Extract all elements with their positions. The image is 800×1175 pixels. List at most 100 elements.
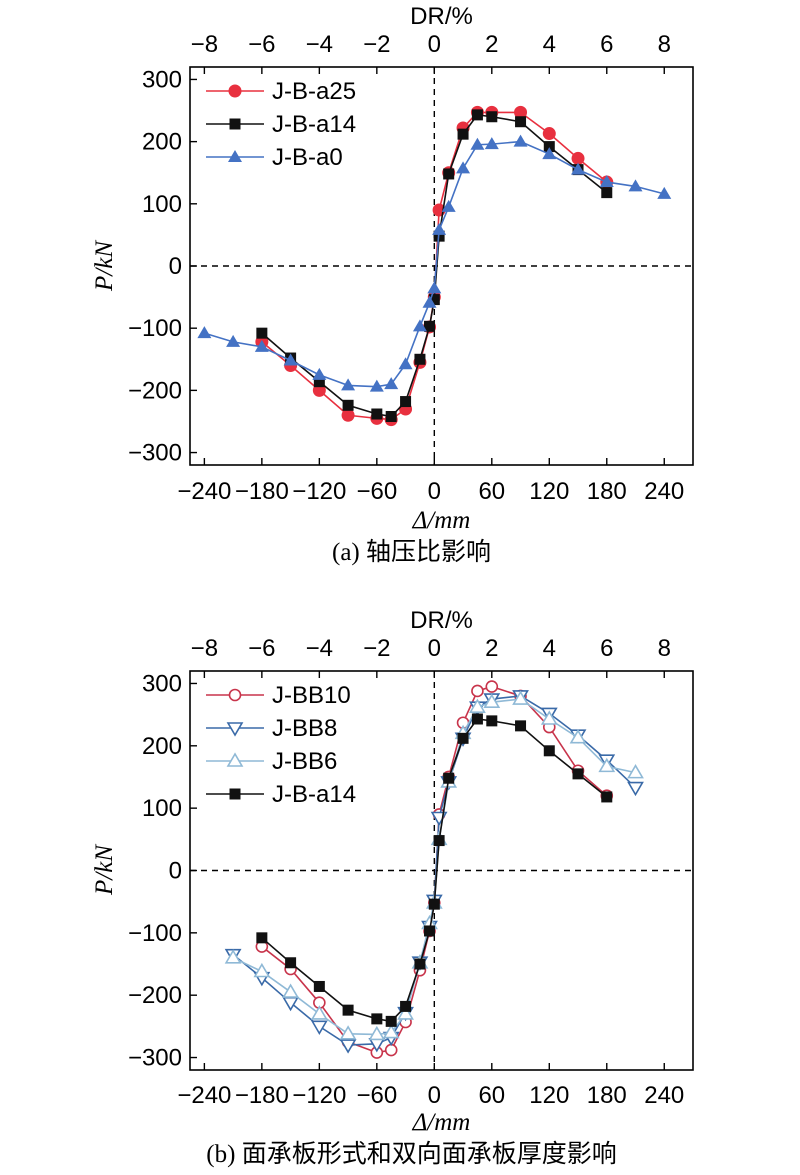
data-point bbox=[224, 949, 242, 964]
x2-tick-label: 2 bbox=[485, 635, 498, 662]
y-tick-label: −300 bbox=[128, 1045, 182, 1072]
data-point bbox=[599, 175, 614, 188]
data-point bbox=[572, 768, 584, 780]
legend: J-B-a25 J-B-a14 J-B-a0 bbox=[206, 78, 356, 171]
data-point bbox=[342, 399, 354, 411]
x2-tick-label: 4 bbox=[543, 635, 556, 662]
data-point bbox=[398, 357, 413, 370]
legend-marker bbox=[229, 788, 241, 800]
data-point bbox=[310, 1020, 328, 1035]
legend-entry: J-BB6 bbox=[272, 748, 337, 775]
series-J-BB6 bbox=[224, 690, 644, 1041]
x-tick-label: −60 bbox=[356, 478, 397, 505]
legend-entry: J-B-a14 bbox=[272, 781, 356, 808]
x-tick-label: 0 bbox=[428, 1082, 441, 1109]
data-point bbox=[471, 109, 483, 121]
x-axis-title: Δ/mm bbox=[412, 507, 471, 534]
data-point bbox=[256, 327, 268, 339]
data-point bbox=[384, 377, 399, 390]
y-tick-label: 0 bbox=[169, 858, 182, 885]
legend-entry: J-B-a0 bbox=[272, 144, 343, 171]
chart-panel-a: −240 −180 −120 −60 0 60 120 180 240 −8 −6 −4 −2 0 2 4 6 8… bbox=[91, 3, 694, 566]
y-tick-label: 300 bbox=[142, 670, 182, 697]
y-axis-title: P/kN bbox=[91, 240, 118, 292]
y-tick-label: 200 bbox=[142, 733, 182, 760]
x2-tick-label: 0 bbox=[428, 635, 441, 662]
data-point bbox=[471, 684, 484, 698]
data-point bbox=[341, 408, 355, 422]
data-point bbox=[197, 326, 212, 339]
data-point bbox=[542, 127, 556, 141]
x2-tick-label: 6 bbox=[600, 635, 613, 662]
data-point bbox=[569, 729, 587, 744]
legend-entry: J-B-a14 bbox=[272, 111, 356, 138]
x-axis-title: Δ/mm bbox=[412, 1109, 471, 1136]
data-point bbox=[339, 1039, 357, 1054]
data-point bbox=[414, 353, 426, 365]
data-point bbox=[441, 199, 456, 212]
data-point bbox=[285, 957, 297, 969]
data-point bbox=[598, 757, 616, 773]
data-point bbox=[483, 693, 501, 708]
x-tick-label: 180 bbox=[587, 1082, 627, 1109]
x-tick-label: 180 bbox=[587, 478, 627, 505]
data-point bbox=[283, 353, 298, 366]
data-point bbox=[628, 179, 643, 192]
y-tick-label: −300 bbox=[128, 440, 182, 467]
data-point bbox=[382, 1024, 400, 1039]
data-point bbox=[457, 732, 469, 744]
x-tick-label: −120 bbox=[292, 1082, 346, 1109]
data-point bbox=[253, 962, 271, 978]
x2-axis-title: DR/% bbox=[410, 607, 473, 634]
x-tick-label: 240 bbox=[644, 1082, 684, 1109]
x-tick-label: 240 bbox=[644, 478, 684, 505]
data-point bbox=[601, 791, 613, 803]
data-point bbox=[428, 898, 440, 910]
y-tick-label: 200 bbox=[142, 129, 182, 156]
data-point bbox=[400, 396, 412, 408]
x-tick-label: −120 bbox=[292, 478, 346, 505]
data-point bbox=[400, 1000, 412, 1012]
data-point bbox=[471, 713, 483, 725]
data-point bbox=[657, 186, 672, 199]
figure-caption: (a) 轴压比影响 bbox=[332, 538, 491, 566]
data-point bbox=[397, 1005, 414, 1020]
x-tick-label: 0 bbox=[428, 478, 441, 505]
data-point bbox=[226, 334, 241, 347]
data-point bbox=[432, 222, 447, 235]
data-point bbox=[422, 295, 437, 308]
data-point bbox=[371, 1013, 383, 1025]
chart-panel-b: −240 −180 −120 −60 0 60 120 180 240 −8 −6 −4 −2 0 2 4 6 8… bbox=[91, 607, 694, 1168]
data-point bbox=[515, 720, 527, 732]
data-point bbox=[512, 690, 529, 705]
data-point bbox=[414, 958, 426, 970]
data-point bbox=[443, 168, 455, 180]
x2-axis-title: DR/% bbox=[410, 3, 473, 30]
legend-entry: J-BB8 bbox=[272, 715, 337, 742]
plot-frame bbox=[189, 670, 694, 1071]
x2-tick-label: −2 bbox=[363, 635, 390, 662]
legend-entry: J-B-a25 bbox=[272, 78, 356, 105]
y-tick-label: 300 bbox=[142, 66, 182, 93]
data-point bbox=[543, 745, 555, 757]
y-tick-label: −200 bbox=[128, 982, 182, 1009]
x-tick-label: 120 bbox=[529, 478, 569, 505]
data-point bbox=[427, 281, 442, 294]
data-point bbox=[486, 111, 498, 123]
x2-tick-label: 8 bbox=[658, 635, 671, 662]
data-point bbox=[310, 1005, 328, 1020]
data-point bbox=[443, 772, 455, 784]
x2-tick-label: 8 bbox=[658, 31, 671, 58]
data-point bbox=[515, 116, 527, 128]
series-J-B-a0 bbox=[197, 134, 672, 392]
data-point bbox=[282, 983, 299, 998]
data-point bbox=[424, 320, 436, 332]
y-tick-label: −100 bbox=[128, 315, 182, 342]
data-point bbox=[385, 1015, 397, 1027]
x-tick-label: −180 bbox=[235, 478, 289, 505]
data-point bbox=[369, 379, 384, 392]
x2-tick-label: −8 bbox=[191, 635, 218, 662]
y-tick-label: 100 bbox=[142, 795, 182, 822]
data-point bbox=[457, 128, 469, 140]
